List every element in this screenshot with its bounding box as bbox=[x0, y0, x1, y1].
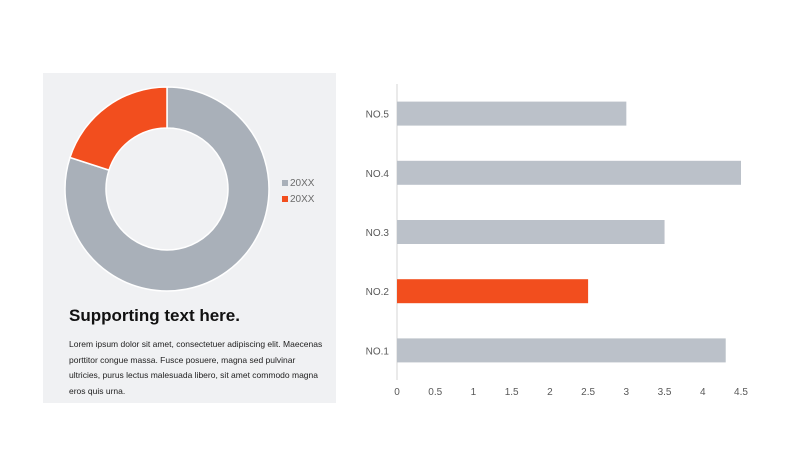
bar bbox=[397, 220, 665, 244]
donut-slice bbox=[69, 86, 168, 172]
category-label: NO.3 bbox=[366, 228, 390, 239]
bar bbox=[397, 338, 726, 363]
panel-body: Lorem ipsum dolor sit amet, consectetuer… bbox=[69, 339, 323, 396]
category-label: NO.2 bbox=[366, 287, 390, 298]
x-tick-label: 2 bbox=[547, 387, 553, 398]
bar bbox=[397, 101, 627, 126]
category-label: NO.4 bbox=[366, 169, 390, 180]
category-label: NO.5 bbox=[366, 110, 390, 121]
bar bbox=[397, 160, 741, 185]
x-tick-label: 4 bbox=[700, 387, 706, 398]
legend-label: 20XX bbox=[290, 177, 315, 189]
x-tick-label: 0.5 bbox=[428, 387, 442, 398]
category-label: NO.1 bbox=[366, 346, 390, 357]
x-tick-label: 0 bbox=[394, 387, 400, 398]
x-tick-label: 4.5 bbox=[734, 387, 748, 398]
x-tick-label: 3 bbox=[624, 387, 630, 398]
donut-legend: 20XX 20XX bbox=[282, 175, 314, 207]
legend-swatch bbox=[282, 180, 288, 186]
panel-title: Supporting text here. bbox=[69, 306, 240, 325]
x-tick-label: 1.5 bbox=[505, 387, 519, 398]
legend-item: 20XX bbox=[282, 191, 314, 207]
legend-item: 20XX bbox=[282, 175, 314, 191]
x-tick-label: 2.5 bbox=[581, 387, 595, 398]
bar bbox=[397, 279, 589, 304]
x-tick-label: 3.5 bbox=[658, 387, 672, 398]
legend-label: 20XX bbox=[290, 193, 315, 205]
legend-swatch bbox=[282, 196, 288, 202]
donut-slice bbox=[64, 86, 270, 292]
x-tick-label: 1 bbox=[471, 387, 477, 398]
